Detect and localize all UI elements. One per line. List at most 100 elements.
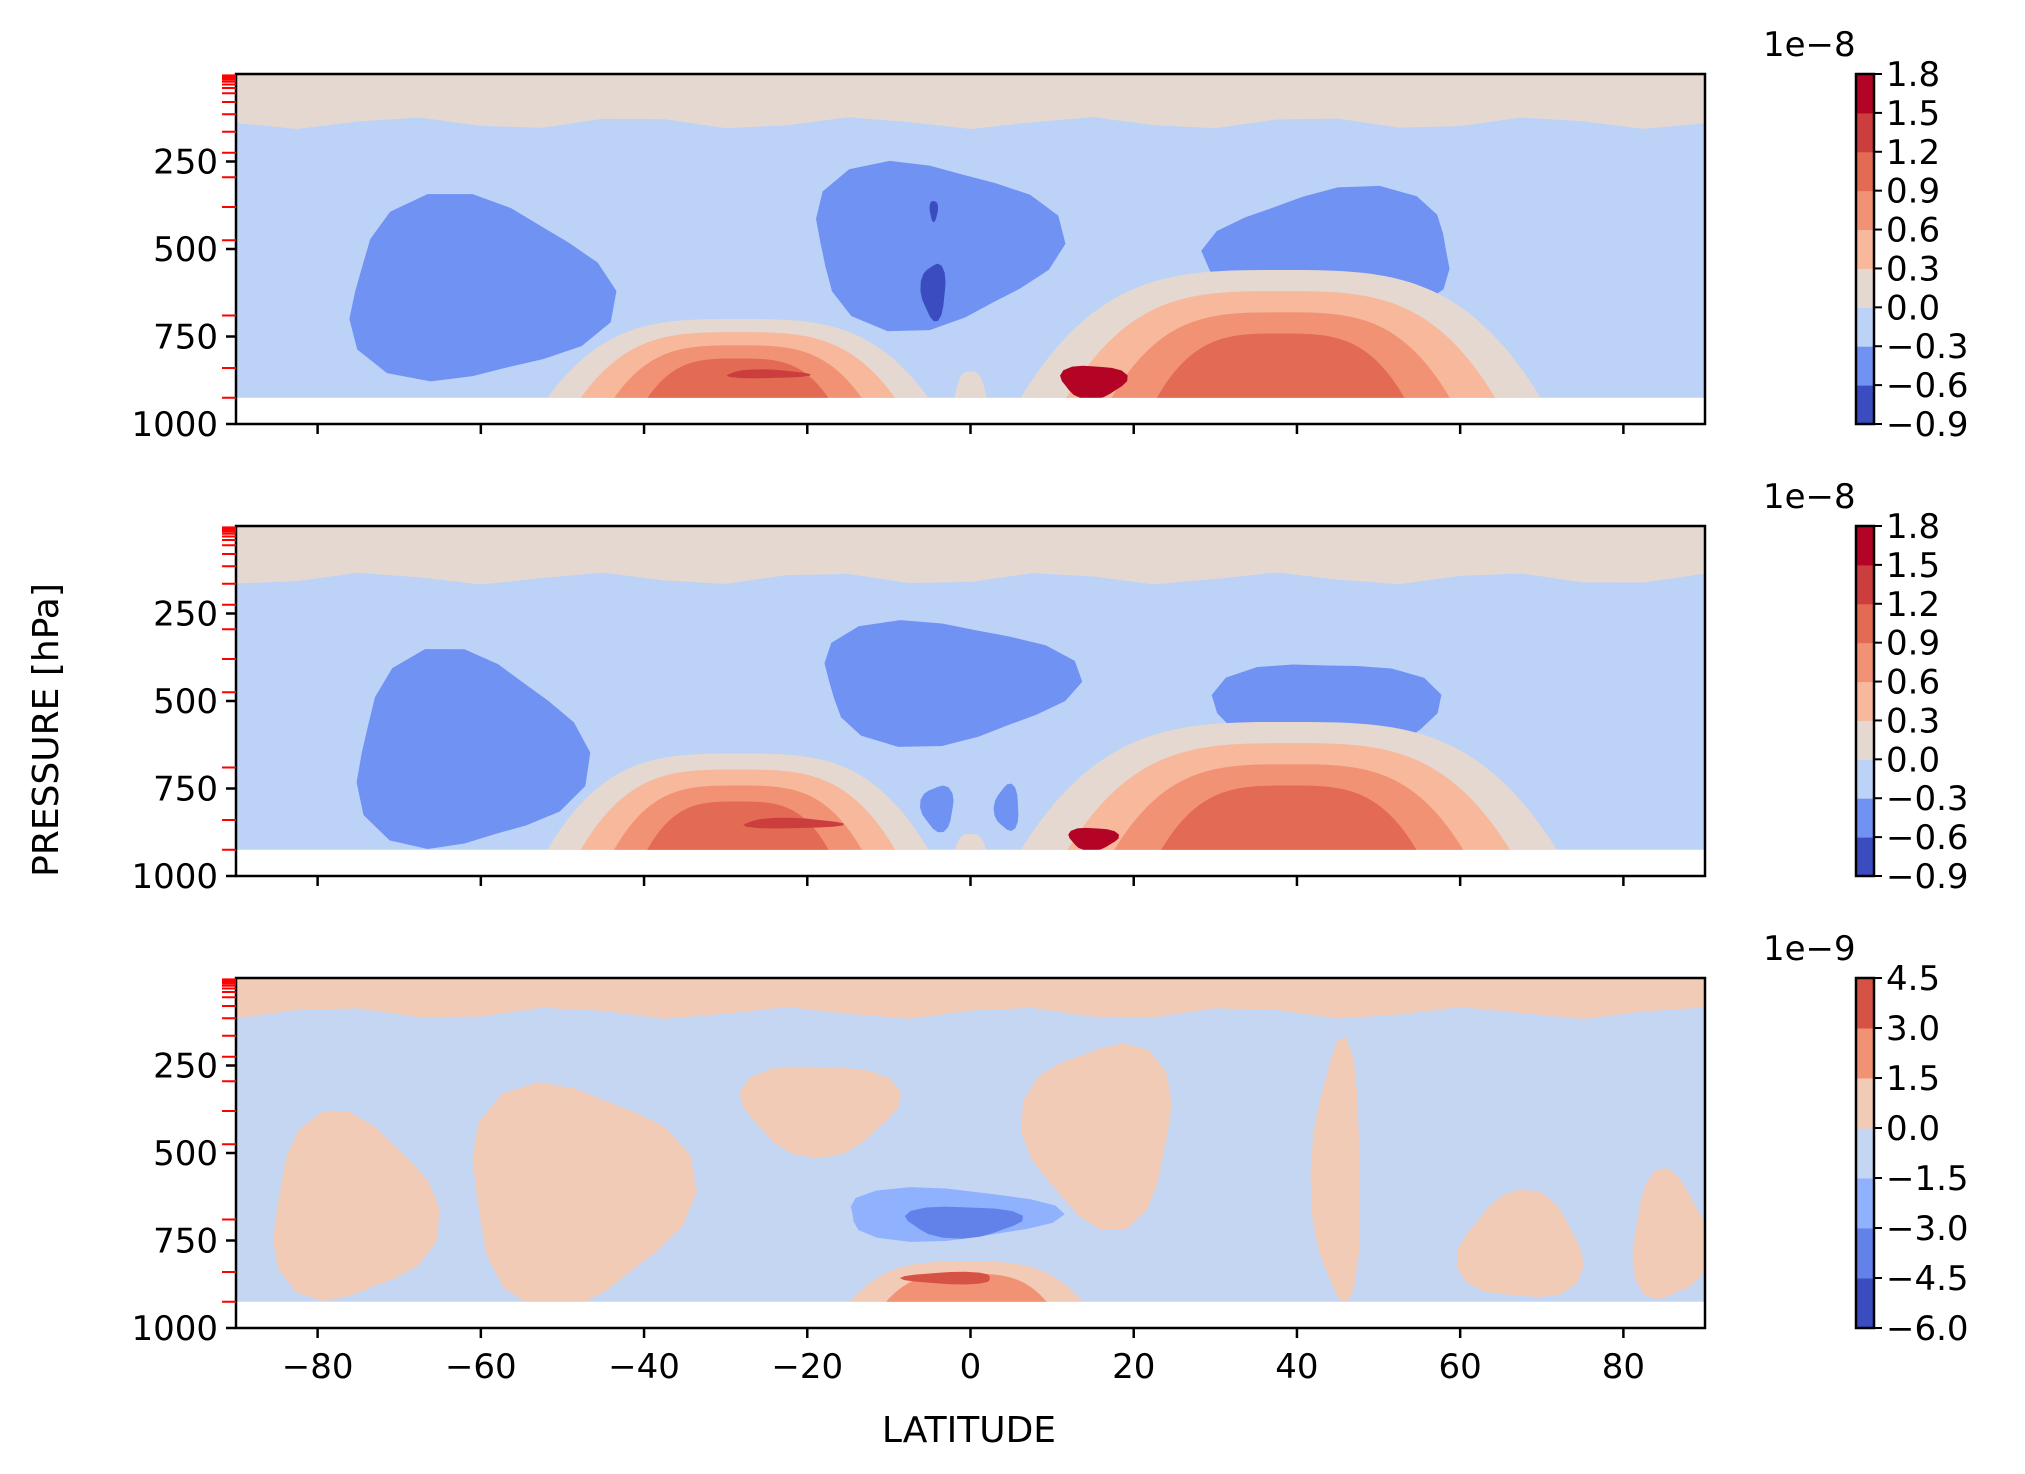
contour-region xyxy=(1068,827,1119,850)
x-tick-label: −80 xyxy=(282,1347,354,1387)
colorbar-tick-label: −1.5 xyxy=(1886,1159,1969,1199)
colorbar-segment xyxy=(1856,385,1874,425)
colorbar-tick-label: 1.8 xyxy=(1886,507,1940,547)
colorbar-tick-label: 0.0 xyxy=(1886,288,1940,328)
colorbar-tick-label: −0.9 xyxy=(1886,405,1969,445)
contour-fill xyxy=(236,978,1705,1302)
contour-mound xyxy=(954,371,987,398)
contour-mound xyxy=(647,801,829,850)
colorbar-tick-label: −4.5 xyxy=(1886,1259,1969,1299)
contour-region xyxy=(993,783,1019,831)
colorbar-tick-label: 1.2 xyxy=(1886,585,1940,625)
y-tick-label: 500 xyxy=(153,1134,218,1174)
x-tick-label: 20 xyxy=(1112,1347,1155,1387)
colorbar-segment xyxy=(1856,798,1874,838)
contour-mound xyxy=(954,834,987,850)
contour-region xyxy=(929,201,939,223)
colorbar-tick-label: −0.6 xyxy=(1886,366,1969,406)
contour-fill xyxy=(236,74,1705,398)
x-tick-label: −20 xyxy=(771,1347,843,1387)
colorbar-tick-label: 4.5 xyxy=(1886,959,1940,999)
y-tick-label: 1000 xyxy=(131,857,218,897)
contour-region xyxy=(356,649,591,850)
colorbar-segment xyxy=(1856,837,1874,877)
y-tick-label: 750 xyxy=(153,770,218,810)
y-tick-label: 250 xyxy=(153,1047,218,1087)
colorbar-tick-label: 1.5 xyxy=(1886,1059,1940,1099)
colorbar-segment xyxy=(1856,307,1874,347)
colorbar-segment xyxy=(1856,603,1874,644)
y-tick-label: 250 xyxy=(153,595,218,635)
contour-band xyxy=(236,527,1705,585)
colorbar-tick-label: 1.5 xyxy=(1886,94,1940,134)
contour-region xyxy=(1456,1188,1584,1298)
colorbar-segment xyxy=(1856,526,1874,566)
colorbar-segment xyxy=(1856,1028,1874,1079)
colorbar-tick-label: 0.0 xyxy=(1886,740,1940,780)
colorbar-tick-label: −6.0 xyxy=(1886,1309,1969,1349)
colorbar-tick-label: 1.8 xyxy=(1886,55,1940,95)
contour-region xyxy=(1020,1043,1172,1231)
colorbar-multiplier: 1e−8 xyxy=(1763,477,1856,517)
contour-region xyxy=(824,620,1083,747)
y-tick-label: 750 xyxy=(153,1222,218,1262)
contour-panel-1: 250 500 750 1000 −0.9−0.6−0.30.00.30.60.91.2… xyxy=(131,25,1968,445)
colorbar-tick-label: 0.0 xyxy=(1886,1109,1940,1149)
contour-region xyxy=(1632,1168,1705,1300)
contour-region xyxy=(472,1082,697,1302)
x-tick-label: 40 xyxy=(1275,1347,1318,1387)
y-tick-label: 500 xyxy=(153,230,218,270)
colorbar-tick-label: 3.0 xyxy=(1886,1009,1940,1049)
y-tick-label: 1000 xyxy=(131,405,218,445)
colorbar-tick-label: 1.5 xyxy=(1886,546,1940,586)
contour-band xyxy=(236,979,1705,1019)
contour-band xyxy=(236,75,1705,129)
colorbar-segment xyxy=(1856,112,1874,153)
contour-region xyxy=(904,1206,1024,1239)
colorbar-segment xyxy=(1856,346,1874,386)
contour-region xyxy=(743,817,844,829)
colorbar-tick-label: 0.6 xyxy=(1886,663,1940,703)
contour-fill xyxy=(236,526,1705,850)
contour-region xyxy=(739,1066,902,1159)
x-tick-label: 80 xyxy=(1602,1347,1645,1387)
contour-mound xyxy=(1161,785,1417,850)
colorbar-segment xyxy=(1856,759,1874,799)
colorbar-frame xyxy=(1854,524,1876,878)
colorbar-tick-label: −0.9 xyxy=(1886,857,1969,897)
colorbar-segment xyxy=(1856,1228,1874,1279)
colorbar-frame xyxy=(1854,976,1876,1330)
colorbar-2: −0.9−0.6−0.30.00.30.60.91.21.51.8 1e−8 xyxy=(1763,477,1969,897)
colorbar-multiplier: 1e−8 xyxy=(1763,25,1856,65)
colorbar-tick-label: 0.9 xyxy=(1886,624,1940,664)
y-tick-label: 1000 xyxy=(131,1309,218,1349)
contour-region xyxy=(726,369,811,379)
y-tick-label: 750 xyxy=(153,318,218,358)
x-tick-label: −40 xyxy=(608,1347,680,1387)
colorbar-segment xyxy=(1856,190,1874,231)
colorbar-tick-label: 0.6 xyxy=(1886,211,1940,251)
colorbar-tick-label: −0.3 xyxy=(1886,779,1969,819)
x-axis-label: LATITUDE xyxy=(882,1410,1056,1451)
contour-region xyxy=(1310,1036,1361,1302)
contour-mound xyxy=(1156,333,1405,398)
colorbar-tick-label: −0.3 xyxy=(1886,327,1969,367)
colorbar-multiplier: 1e−9 xyxy=(1763,929,1856,969)
x-tick-label: −60 xyxy=(445,1347,517,1387)
colorbar-tick-label: 0.3 xyxy=(1886,701,1940,741)
colorbar-tick-label: 0.9 xyxy=(1886,172,1940,212)
colorbar-segment xyxy=(1856,1278,1874,1329)
y-axis-label: PRESSURE [hPa] xyxy=(26,583,67,877)
y-tick-label: 250 xyxy=(153,143,218,183)
contour-panel-3: 250 500 750 1000 −80 −60 −40 −20 0 20 40 60 80 −6.0 −4… xyxy=(131,929,1968,1387)
colorbar-tick-label: −3.0 xyxy=(1886,1209,1969,1249)
contour-region xyxy=(1060,365,1128,398)
colorbar-tick-label: 1.2 xyxy=(1886,133,1940,173)
y-tick-label: 500 xyxy=(153,682,218,722)
colorbar-segment xyxy=(1856,229,1874,269)
x-tick-label: 0 xyxy=(960,1347,982,1387)
colorbar-frame xyxy=(1854,72,1876,426)
contour-region xyxy=(349,194,617,382)
colorbar-3: −6.0 −4.5 −3.0 −1.5 0.0 1.5 3.0 4.5 1e−9 xyxy=(1763,929,1969,1349)
